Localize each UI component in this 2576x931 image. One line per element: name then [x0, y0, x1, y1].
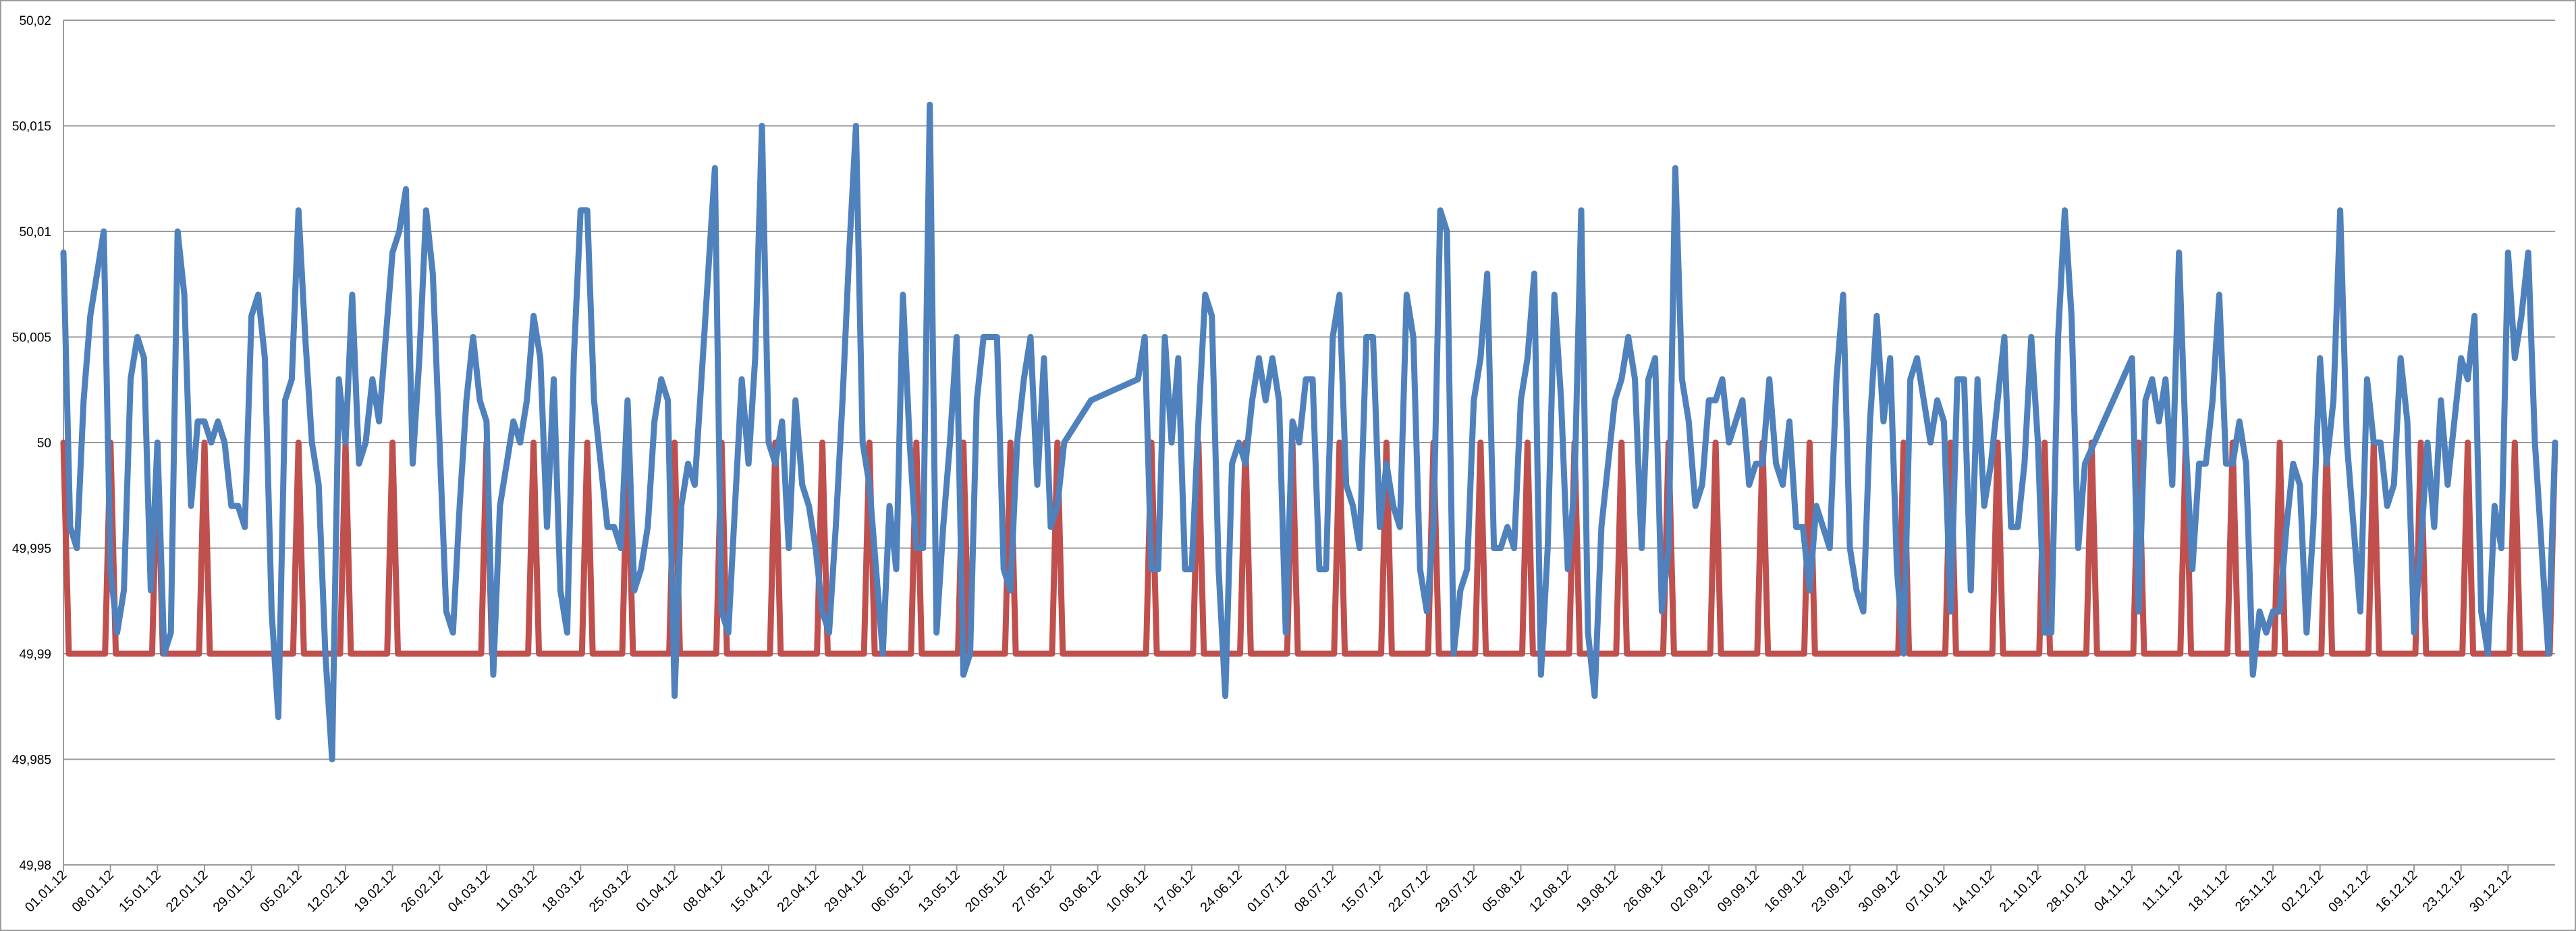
- y-axis-tick-labels: 49,98 49,985 49,99 49,995 50 50,005 50,01 50,01…: [12, 14, 51, 873]
- y-tick-label: 50,02: [19, 14, 51, 28]
- series-line-blue: [60, 101, 2558, 762]
- y-tick-label: 50: [37, 436, 51, 451]
- y-tick-label: 50,01: [19, 225, 51, 239]
- y-tick-label: 50,005: [12, 331, 51, 345]
- y-tick-label: 49,98: [19, 859, 51, 873]
- series-line-red: [60, 439, 2558, 657]
- y-tick-label: 49,995: [12, 542, 51, 557]
- y-tick-label: 50,015: [12, 120, 51, 134]
- y-tick-label: 49,99: [19, 648, 51, 662]
- y-tick-label: 49,985: [12, 754, 51, 768]
- series-lines: [60, 101, 2558, 762]
